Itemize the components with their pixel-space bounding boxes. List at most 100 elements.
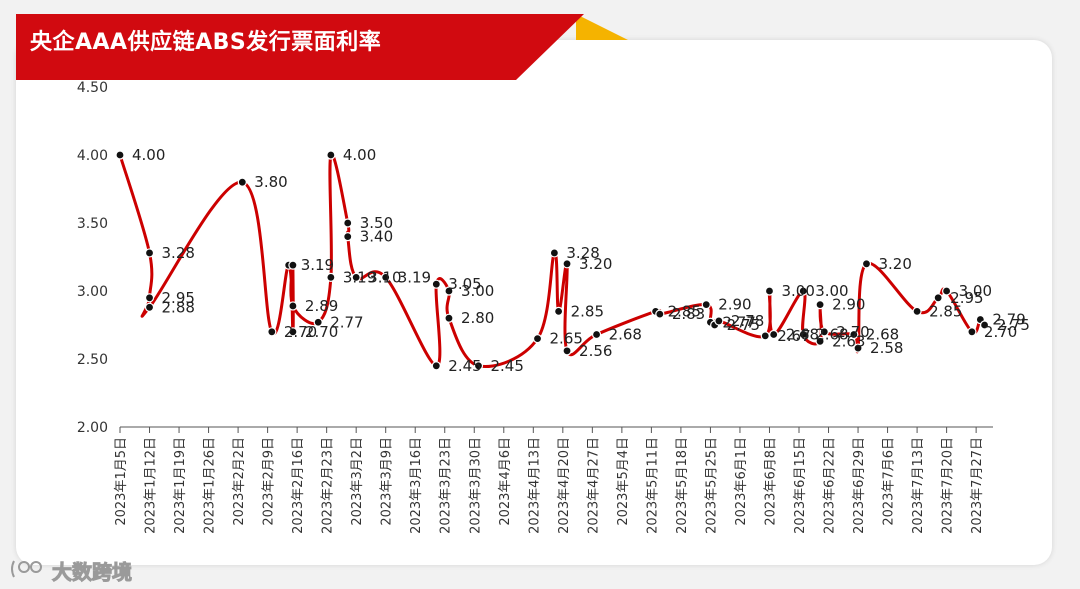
data-label: 3.00 — [815, 282, 848, 300]
x-tick-label: 2023年6月29日 — [852, 437, 867, 534]
data-label: 2.67 — [777, 327, 810, 345]
data-point — [549, 248, 559, 258]
data-point — [381, 272, 391, 282]
data-point — [701, 300, 711, 310]
x-tick-label: 2023年6月22日 — [823, 437, 838, 534]
data-label: 2.68 — [815, 326, 848, 344]
data-point — [933, 293, 943, 303]
data-point — [444, 313, 454, 323]
data-point — [764, 286, 775, 296]
x-tick-label: 2023年1月26日 — [203, 437, 218, 534]
data-point — [815, 300, 825, 310]
x-tick-label: 2023年4月6日 — [498, 437, 513, 526]
data-label: 3.19 — [301, 256, 334, 274]
data-label: 2.88 — [162, 298, 195, 316]
data-point — [313, 317, 323, 327]
x-tick-label: 2023年7月27日 — [970, 437, 985, 534]
data-label: 2.45 — [490, 357, 523, 375]
data-point — [431, 361, 441, 371]
data-point — [714, 316, 724, 326]
data-point — [798, 286, 808, 296]
data-label: 2.83 — [672, 305, 705, 323]
data-label: 2.80 — [461, 309, 494, 327]
data-point — [326, 150, 336, 160]
data-label: 2.95 — [950, 289, 983, 307]
data-point — [562, 259, 572, 269]
watermark-logo-icon — [11, 560, 42, 578]
data-label: 2.95 — [162, 289, 195, 307]
data-point — [760, 331, 770, 341]
data-point — [554, 306, 564, 316]
y-tick-label: 3.50 — [77, 216, 108, 232]
data-label: 2.68 — [609, 326, 642, 344]
y-tick-label: 4.00 — [77, 148, 108, 164]
data-label: 2.79 — [992, 311, 1025, 329]
x-tick-label: 2023年7月6日 — [882, 437, 897, 526]
data-label: 2.70 — [984, 323, 1017, 341]
data-point — [849, 329, 859, 340]
x-tick-label: 2023年2月2日 — [232, 437, 247, 526]
data-label: 3.50 — [360, 214, 393, 232]
data-point — [967, 327, 977, 337]
data-point — [444, 286, 454, 296]
data-label: 2.63 — [832, 332, 865, 350]
data-label: 3.20 — [878, 255, 911, 273]
data-point — [562, 346, 572, 356]
data-label: 2.58 — [870, 339, 903, 357]
chart-card — [16, 40, 1052, 565]
data-label: 4.00 — [132, 146, 165, 164]
chart-title: 央企AAA供应链ABS发行票面利率 — [30, 30, 382, 55]
x-tick-label: 2023年3月30日 — [468, 437, 483, 534]
data-label: 2.85 — [668, 302, 701, 320]
markers — [115, 150, 990, 371]
data-label: 2.70 — [305, 323, 338, 341]
data-point — [798, 329, 808, 340]
y-tick-label: 4.50 — [77, 80, 108, 96]
data-label: 2.68 — [866, 326, 899, 344]
data-label: 2.90 — [718, 296, 751, 314]
data-point — [326, 272, 336, 282]
x-tick-label: 2023年5月25日 — [704, 437, 719, 534]
data-label: 3.19 — [343, 268, 376, 286]
x-tick-label: 2023年6月1日 — [734, 437, 749, 526]
x-tick-label: 2023年2月16日 — [291, 437, 306, 534]
x-tick-label: 2023年5月11日 — [645, 437, 660, 534]
data-point — [431, 279, 441, 289]
x-tick-label: 2023年6月15日 — [793, 437, 808, 534]
data-point — [473, 361, 484, 371]
data-label: 2.90 — [832, 296, 865, 314]
data-point — [861, 259, 872, 269]
data-point — [853, 343, 863, 353]
data-label: 2.70 — [284, 323, 317, 341]
data-label: 2.85 — [929, 302, 962, 320]
x-tick-label: 2023年4月27日 — [586, 437, 601, 534]
data-label: 2.45 — [448, 357, 481, 375]
x-axis: 2023年1月5日 2023年1月12日 2023年1月19日 2023年1月26日 2… — [114, 426, 993, 534]
data-label: 2.65 — [550, 330, 583, 348]
data-label: 2.78 — [731, 312, 764, 330]
x-tick-label: 2023年3月16日 — [409, 437, 424, 534]
x-tick-label: 2023年5月4日 — [616, 437, 631, 526]
data-label: 3.00 — [959, 282, 992, 300]
data-point — [144, 248, 155, 258]
data-point — [237, 177, 247, 187]
x-tick-label: 2023年4月20日 — [557, 437, 572, 534]
banner-red — [16, 14, 584, 80]
data-label: 3.10 — [368, 268, 401, 286]
title-banner — [16, 14, 628, 80]
data-point — [267, 327, 277, 337]
data-point — [819, 327, 829, 337]
x-tick-label: 2023年1月19日 — [173, 437, 188, 534]
data-label: 2.75 — [997, 316, 1030, 334]
x-tick-label: 2023年3月9日 — [380, 437, 395, 526]
data-point — [288, 301, 298, 311]
data-point — [144, 302, 155, 312]
data-label: 3.20 — [579, 255, 612, 273]
y-tick-label: 2.00 — [77, 420, 108, 436]
data-point — [769, 329, 779, 340]
data-label: 2.56 — [579, 342, 612, 360]
data-label: 2.68 — [786, 326, 819, 344]
x-tick-label: 2023年3月2日 — [350, 437, 365, 526]
x-tick-label: 2023年5月18日 — [675, 437, 690, 534]
